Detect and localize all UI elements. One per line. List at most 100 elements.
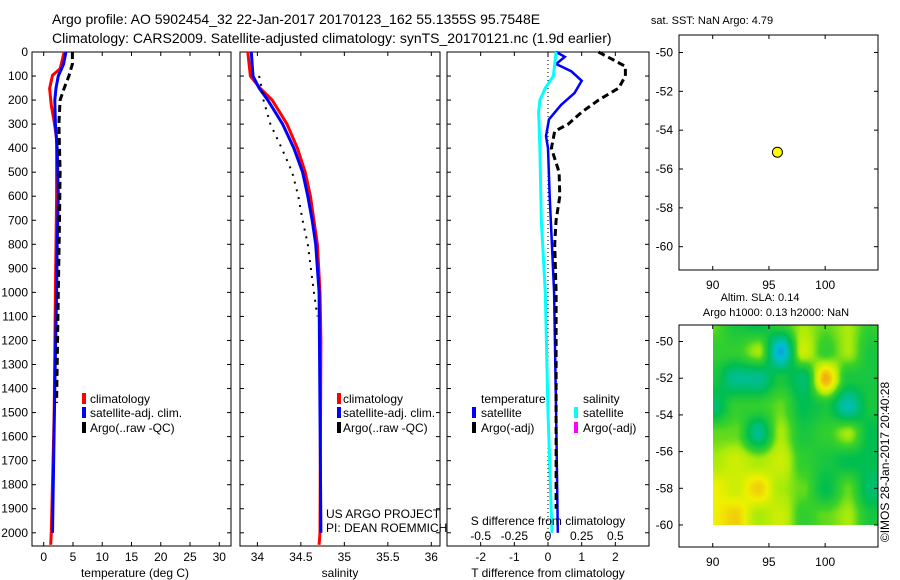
axes-frame	[239, 51, 441, 547]
y-tick-label: 1900	[1, 502, 28, 516]
sla-map-title-1: Altim. SLA: 0.14	[721, 292, 800, 304]
y-tick-label: 300	[8, 117, 28, 131]
series-line-satellite-adj-clim-	[51, 51, 68, 533]
legend-label: Argo(..raw -QC)	[343, 421, 428, 435]
x-tick-label: 25	[183, 550, 197, 564]
legend-swatch-satellite	[337, 407, 341, 418]
difference-legend: temperature satellite Argo(-adj) salinit…	[472, 392, 636, 435]
y-tick-label: 500	[8, 165, 28, 179]
y-tick-label: -58	[656, 201, 674, 215]
legend-label: climatology	[90, 392, 150, 406]
axes-frame	[678, 324, 879, 548]
figure-title-line2: Climatology: CARS2009. Satellite-adjuste…	[52, 30, 612, 46]
legend-swatch-satellite	[82, 407, 86, 418]
x-tick-label: 0	[40, 550, 47, 564]
x-tick-label: 15	[125, 550, 139, 564]
legend-label: Argo(-adj)	[583, 421, 636, 435]
sla-map-title-2: Argo h1000: 0.13 h2000: NaN	[703, 307, 849, 319]
legend-title-salinity: salinity	[583, 392, 620, 406]
x-tick-label: 20	[154, 550, 168, 564]
legend-title-temperature: temperature	[481, 392, 546, 406]
series-line-satellite-adj-clim-	[249, 51, 323, 533]
y-tick-label: 900	[8, 261, 28, 275]
s-tick-label: 0.5	[607, 529, 624, 543]
series-line-t-satellite	[544, 50, 584, 533]
y-tick-label: -50	[656, 45, 674, 59]
y-tick-label: 800	[8, 237, 28, 251]
x-tick-label: 35.5	[376, 550, 400, 564]
legend-swatch-s-argo	[574, 422, 578, 433]
temperature-panel: 0100200300400500600700800900100011001200…	[1, 45, 232, 564]
series-line-s-satellite	[537, 51, 558, 533]
difference-xlabel: T difference from climatology	[471, 566, 625, 580]
legend-swatch-t-argo	[472, 422, 476, 433]
s-tick-label: -0.5	[470, 529, 491, 543]
temperature-legend: climatology satellite-adj. clim. Argo(..…	[82, 392, 182, 435]
x-tick-label: 34.5	[289, 550, 313, 564]
temperature-xlabel: temperature (deg C)	[81, 566, 189, 580]
legend-label: satellite-adj. clim.	[90, 406, 182, 420]
x-tick-label: 5	[70, 550, 77, 564]
y-tick-label: 1000	[1, 285, 28, 299]
x-tick-label: 100	[815, 278, 835, 292]
y-tick-label: 100	[8, 69, 28, 83]
salinity-xlabel: salinity	[322, 566, 359, 580]
y-tick-label: -60	[656, 518, 674, 532]
series-line-argo-raw-qc-	[55, 52, 74, 404]
y-tick-label: -54	[656, 123, 674, 137]
y-tick-label: 0	[21, 45, 28, 59]
y-tick-label: -52	[656, 84, 674, 98]
sst-map-panel: 90 95 100 -50 -52 -54 -56 -58 -60	[656, 34, 879, 292]
s-tick-label: -0.25	[501, 529, 529, 543]
x-tick-label: -2	[475, 550, 486, 564]
y-tick-label: 1200	[1, 333, 28, 347]
x-tick-label: 90	[706, 278, 720, 292]
legend-swatch-climatology	[337, 393, 341, 404]
y-tick-label: -56	[656, 162, 674, 176]
y-tick-label: -50	[656, 335, 674, 349]
y-tick-label: -54	[656, 408, 674, 422]
series-line-argo-raw-qc-	[258, 75, 319, 317]
salinity-legend: climatology satellite-adj. clim. Argo(..…	[337, 392, 435, 435]
sla-map-panel: 90 95 100 -50 -52 -54 -56 -58 -60	[656, 324, 879, 569]
y-tick-label: 2000	[1, 526, 28, 540]
imos-timestamp: ©IMOS 28-Jan-2017 20:40:28	[878, 382, 892, 543]
x-tick-label: 10	[96, 550, 110, 564]
x-tick-label: 90	[706, 555, 720, 569]
y-tick-label: 200	[8, 93, 28, 107]
y-tick-label: 1800	[1, 478, 28, 492]
legend-swatch-s-satellite	[574, 407, 578, 418]
y-tick-label: 1300	[1, 358, 28, 372]
project-label: US ARGO PROJECT	[326, 507, 441, 521]
y-tick-label: -58	[656, 481, 674, 495]
sla-heatmap-canvas	[712, 325, 878, 525]
legend-swatch-argo	[82, 422, 86, 433]
legend-label: Argo(..raw -QC)	[90, 421, 175, 435]
argo-location-marker	[771, 146, 783, 158]
x-tick-label: 1	[578, 550, 585, 564]
y-tick-label: -60	[656, 240, 674, 254]
x-tick-label: 30	[213, 550, 227, 564]
y-tick-label: 600	[8, 189, 28, 203]
y-tick-label: 1100	[2, 309, 28, 323]
y-tick-label: -56	[656, 445, 674, 459]
x-tick-label: 95	[762, 278, 776, 292]
x-tick-label: 0	[545, 550, 552, 564]
x-tick-label: 36	[425, 550, 439, 564]
legend-label: Argo(-adj)	[481, 421, 534, 435]
x-tick-label: 2	[612, 550, 619, 564]
legend-label: satellite	[481, 406, 522, 420]
x-tick-label: 100	[815, 555, 835, 569]
s-difference-axis-label: S difference from climatology	[471, 514, 626, 528]
salinity-panel: 34 34.5 35 35.5 36	[239, 51, 441, 564]
y-tick-label: 1400	[1, 382, 28, 396]
y-tick-label: 700	[8, 213, 28, 227]
legend-label: satellite	[583, 406, 624, 420]
legend-swatch-climatology	[82, 393, 86, 404]
y-tick-label: 400	[8, 141, 28, 155]
x-tick-label: 95	[762, 555, 776, 569]
figure-title-line1: Argo profile: AO 5902454_32 22-Jan-2017 …	[52, 11, 540, 27]
sla-heatmap	[712, 325, 878, 525]
s-tick-label: 0.25	[570, 529, 594, 543]
